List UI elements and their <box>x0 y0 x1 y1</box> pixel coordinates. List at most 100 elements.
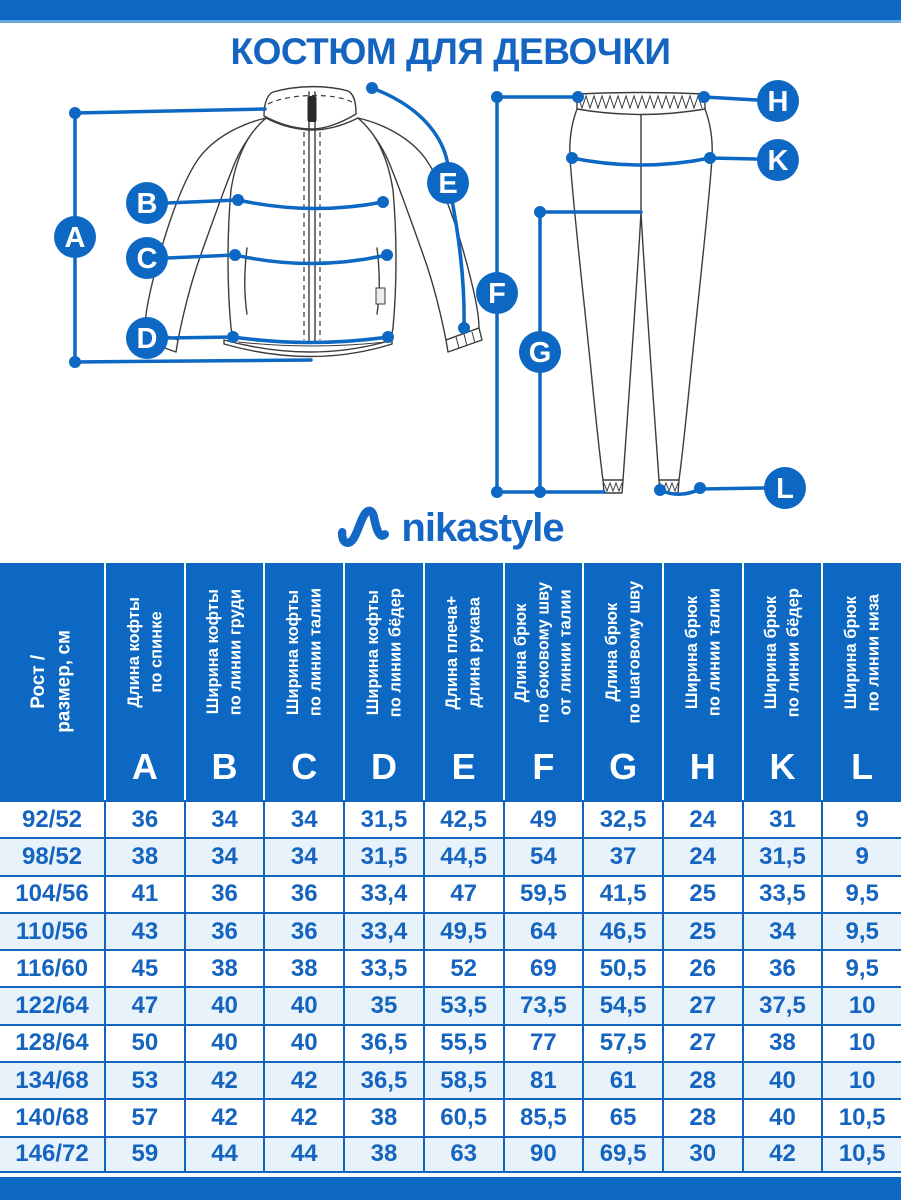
value-cell: 81 <box>502 1061 583 1099</box>
column-label-line: длина рукава <box>465 597 484 708</box>
column-label-line: Ширина брюк <box>762 595 781 710</box>
size-cell: 122/64 <box>0 986 104 1024</box>
value-cell: 42 <box>741 1135 822 1173</box>
size-table: Рост / размер, см Длина кофты по спинке A Ш… <box>0 563 901 1173</box>
value-cell: 31 <box>741 800 822 838</box>
value-cell: 38 <box>741 1023 822 1062</box>
value-cell: 69 <box>502 949 583 987</box>
value-cell: 9,5 <box>821 949 901 987</box>
value-cell: 53 <box>104 1061 184 1099</box>
column-label: Ширина кофты по линии бёдер <box>362 588 407 717</box>
value-cell: 9,5 <box>821 911 901 950</box>
value-cell: 34 <box>741 911 822 950</box>
column-label: Ширина брюк по линии талии <box>681 588 726 716</box>
column-label-line: Длина плеча+ <box>443 595 462 710</box>
value-cell: 61 <box>582 1061 662 1099</box>
value-cell: 37 <box>582 837 662 875</box>
value-cell: 38 <box>263 949 344 987</box>
column-label-line: Ширина кофты <box>283 589 302 716</box>
value-cell: 40 <box>263 1023 344 1062</box>
column-label-line: Ширина кофты <box>204 589 223 716</box>
column-letter: G <box>609 746 638 787</box>
page-title: КОСТЮМ ДЛЯ ДЕВОЧКИ <box>230 31 671 72</box>
table-row: 128/64 50 40 40 36,5 55,5 77 57,5 27 38 10 <box>0 1023 901 1062</box>
value-cell: 57 <box>104 1098 184 1136</box>
column-label: Ширина кофты по линии груди <box>202 589 247 715</box>
column-letter: H <box>689 746 716 787</box>
value-cell: 32,5 <box>582 800 662 838</box>
value-cell: 59,5 <box>502 874 583 912</box>
size-cell: 146/72 <box>0 1135 104 1173</box>
value-cell: 42,5 <box>422 800 503 838</box>
table-body: 92/52 36 34 34 31,5 42,5 49 32,5 24 31 9 98/52 38 34 3… <box>0 800 901 1173</box>
value-cell: 47 <box>422 874 503 912</box>
column-header-a: Длина кофты по спинке A <box>104 563 184 800</box>
value-cell: 24 <box>661 800 742 838</box>
value-cell: 40 <box>183 986 264 1024</box>
nikastyle-wave-icon <box>338 506 390 547</box>
column-letter: F <box>532 746 555 787</box>
column-header-f: Длина брюк по боковому шву от линии талии F <box>502 563 583 800</box>
value-cell: 42 <box>263 1098 344 1136</box>
value-cell: 44 <box>263 1135 344 1173</box>
value-cell: 40 <box>741 1098 822 1136</box>
column-label-line: по боковому шву <box>534 581 553 724</box>
size-cell: 104/56 <box>0 874 104 912</box>
value-cell: 36 <box>183 911 264 950</box>
value-cell: 36 <box>263 874 344 912</box>
column-label: Длина кофты по спинке <box>123 597 168 708</box>
value-cell: 40 <box>263 986 344 1024</box>
badge-letter-a: A <box>65 222 86 254</box>
value-cell: 46,5 <box>582 911 662 950</box>
table-header: Рост / размер, см Длина кофты по спинке A Ш… <box>0 563 901 800</box>
size-cell: 92/52 <box>0 800 104 838</box>
column-header-k: Ширина брюк по линии бёдер K <box>741 563 822 800</box>
column-label-wrap: Ширина брюк по линии низа <box>823 563 901 742</box>
column-label-line: по линии груди <box>226 589 245 716</box>
value-cell: 31,5 <box>343 837 423 875</box>
brand-logo: nikastyle <box>0 501 901 555</box>
column-letter: C <box>291 746 318 787</box>
value-cell: 42 <box>183 1061 264 1099</box>
value-cell: 36 <box>741 949 822 987</box>
table-row: 116/60 45 38 38 33,5 52 69 50,5 26 36 9,5 <box>0 949 901 987</box>
column-letter: K <box>769 746 796 787</box>
column-label: Длина брюк по шаговому шву <box>601 581 646 724</box>
value-cell: 10 <box>821 986 901 1024</box>
value-cell: 30 <box>661 1135 742 1173</box>
column-label-wrap: Ширина брюк по линии талии <box>664 563 742 742</box>
value-cell: 34 <box>263 837 344 875</box>
value-cell: 54,5 <box>582 986 662 1024</box>
value-cell: 45 <box>104 949 184 987</box>
column-label-line: Длина брюк <box>511 603 530 702</box>
value-cell: 27 <box>661 1023 742 1062</box>
value-cell: 33,5 <box>741 874 822 912</box>
size-header-line: Рост / <box>28 654 50 709</box>
value-cell: 54 <box>502 837 583 875</box>
column-label-line: Длина брюк <box>602 603 621 702</box>
value-cell: 58,5 <box>422 1061 503 1099</box>
column-label-line: от линии талии <box>556 589 575 716</box>
value-cell: 42 <box>183 1098 264 1136</box>
measurement-dots <box>69 82 716 498</box>
column-label-line: по спинке <box>146 611 165 694</box>
size-header-line: размер, см <box>54 630 75 733</box>
column-label-wrap: Длина кофты по спинке <box>106 563 184 742</box>
column-header-g: Длина брюк по шаговому шву G <box>582 563 662 800</box>
value-cell: 77 <box>502 1023 583 1062</box>
badge-letter-l: L <box>776 473 794 505</box>
value-cell: 33,5 <box>343 949 423 987</box>
value-cell: 36 <box>263 911 344 950</box>
value-cell: 49 <box>502 800 583 838</box>
value-cell: 41 <box>104 874 184 912</box>
value-cell: 49,5 <box>422 911 503 950</box>
table-row: 134/68 53 42 42 36,5 58,5 81 61 28 40 10 <box>0 1061 901 1099</box>
measurement-lines: A B C D E F G H K L <box>54 80 806 509</box>
top-accent-bar <box>0 0 901 20</box>
column-label-line: Длина кофты <box>124 597 143 708</box>
badge-letter-k: K <box>768 145 789 177</box>
value-cell: 90 <box>502 1135 583 1173</box>
column-label: Ширина брюк по линии бёдер <box>760 588 805 717</box>
column-label-wrap: Ширина кофты по линии талии <box>265 563 343 742</box>
value-cell: 33,4 <box>343 911 423 950</box>
